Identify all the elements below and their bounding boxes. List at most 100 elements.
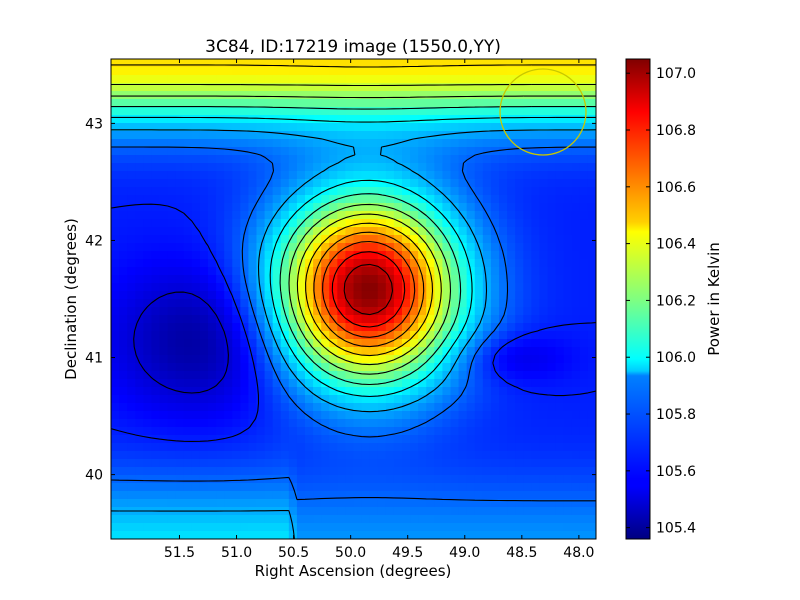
- heatmap-cell: [369, 491, 379, 500]
- heatmap-cell: [563, 443, 573, 452]
- heatmap-cell: [183, 315, 193, 324]
- heatmap-cell: [547, 307, 557, 316]
- heatmap-cell: [402, 251, 411, 260]
- heatmap-cell: [531, 315, 541, 324]
- heatmap-cell: [337, 355, 347, 364]
- heatmap-cell: [377, 179, 387, 188]
- heatmap-cell: [313, 419, 322, 428]
- heatmap-cell: [571, 99, 581, 108]
- heatmap-cell: [151, 347, 161, 356]
- heatmap-cell: [434, 387, 444, 396]
- heatmap-cell: [151, 419, 161, 428]
- heatmap-cell: [490, 195, 500, 204]
- heatmap-cell: [507, 147, 516, 156]
- heatmap-cell: [361, 515, 371, 524]
- heatmap-cell: [135, 403, 144, 412]
- heatmap-cell: [563, 531, 573, 539]
- heatmap-cell: [353, 75, 363, 84]
- heatmap-cell: [377, 443, 387, 452]
- heatmap-cell: [361, 203, 371, 212]
- heatmap-cell: [159, 139, 169, 148]
- heatmap-cell: [143, 219, 153, 228]
- heatmap-cell: [587, 355, 596, 364]
- heatmap-cell: [571, 291, 581, 300]
- heatmap-cell: [393, 483, 403, 492]
- heatmap-cell: [151, 75, 161, 84]
- heatmap-cell: [563, 403, 573, 412]
- heatmap-cell: [248, 227, 258, 236]
- heatmap-cell: [418, 403, 427, 412]
- heatmap-cell: [111, 115, 120, 124]
- heatmap-cell: [224, 323, 233, 332]
- heatmap-cell: [167, 363, 177, 372]
- heatmap-cell: [288, 147, 298, 156]
- heatmap-cell: [474, 163, 484, 172]
- heatmap-cell: [369, 115, 379, 124]
- heatmap-cell: [523, 163, 532, 172]
- heatmap-cell: [531, 403, 541, 412]
- heatmap-cell: [272, 499, 282, 508]
- heatmap-cell: [466, 107, 476, 116]
- heatmap-cell: [587, 531, 596, 539]
- heatmap-cell: [232, 267, 241, 276]
- heatmap-cell: [402, 59, 411, 68]
- heatmap-cell: [151, 195, 161, 204]
- heatmap-cell: [345, 475, 355, 484]
- heatmap-cell: [434, 531, 444, 539]
- heatmap-cell: [280, 363, 290, 372]
- heatmap-cell: [434, 211, 444, 220]
- heatmap-cell: [571, 203, 581, 212]
- heatmap-cell: [531, 99, 541, 108]
- heatmap-cell: [385, 467, 395, 476]
- heatmap-cell: [191, 403, 201, 412]
- heatmap-cell: [547, 91, 557, 100]
- heatmap-cell: [418, 171, 427, 180]
- heatmap-cell: [288, 475, 298, 484]
- heatmap-cell: [385, 411, 395, 420]
- heatmap-cell: [288, 203, 298, 212]
- heatmap-cell: [563, 243, 573, 252]
- heatmap-cell: [216, 123, 225, 132]
- heatmap-cell: [531, 411, 541, 420]
- heatmap-cell: [490, 75, 500, 84]
- heatmap-cell: [175, 307, 185, 316]
- heatmap-cell: [321, 435, 330, 444]
- heatmap-cell: [353, 107, 363, 116]
- heatmap-cell: [442, 195, 452, 204]
- heatmap-cell: [507, 211, 516, 220]
- heatmap-cell: [216, 243, 225, 252]
- heatmap-cell: [523, 459, 532, 468]
- heatmap-cell: [199, 371, 209, 380]
- heatmap-cell: [442, 75, 452, 84]
- heatmap-cell: [337, 195, 347, 204]
- x-tick-label: 51.5: [164, 545, 195, 561]
- heatmap-cell: [272, 491, 282, 500]
- heatmap-cell: [280, 427, 290, 436]
- heatmap-cell: [563, 419, 573, 428]
- heatmap-cell: [280, 403, 290, 412]
- heatmap-cell: [191, 171, 201, 180]
- heatmap-cell: [393, 91, 403, 100]
- heatmap-cell: [321, 467, 330, 476]
- heatmap-cell: [224, 195, 233, 204]
- heatmap-cell: [587, 379, 596, 388]
- heatmap-cell: [224, 139, 233, 148]
- heatmap-cell: [434, 147, 444, 156]
- heatmap-cell: [151, 219, 161, 228]
- heatmap-cell: [385, 363, 395, 372]
- heatmap-cell: [111, 395, 120, 404]
- heatmap-cell: [159, 307, 169, 316]
- heatmap-cell: [434, 83, 444, 92]
- heatmap-cell: [288, 235, 298, 244]
- heatmap-cell: [507, 163, 516, 172]
- heatmap-cell: [377, 499, 387, 508]
- heatmap-cell: [361, 475, 371, 484]
- heatmap-cell: [288, 435, 298, 444]
- heatmap-cell: [539, 275, 549, 284]
- heatmap-cell: [159, 259, 169, 268]
- heatmap-cell: [499, 411, 508, 420]
- heatmap-cell: [490, 171, 500, 180]
- contour-line: [111, 95, 596, 375]
- heatmap-cell: [571, 475, 581, 484]
- heatmap-cell: [256, 275, 266, 284]
